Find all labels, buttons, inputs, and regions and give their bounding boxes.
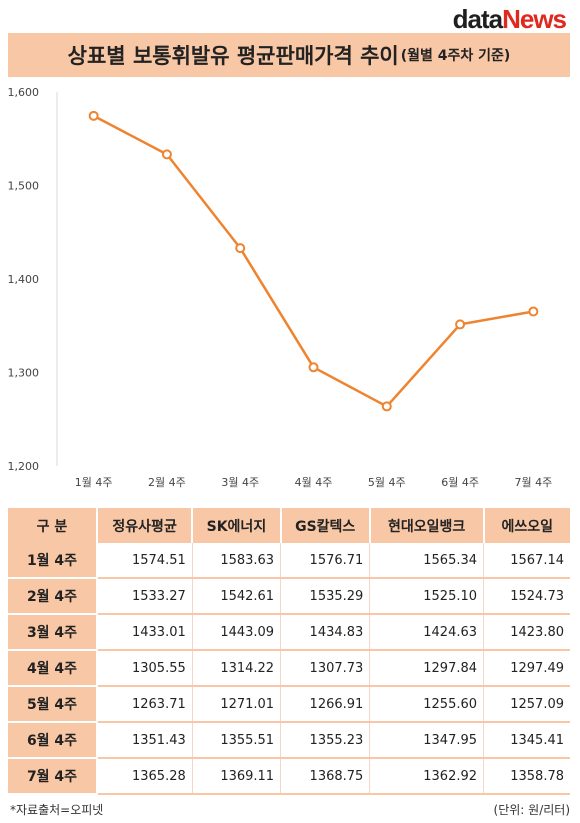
table-row: 6월 4주 1351.43 1355.51 1355.23 1347.95 13… [8,722,570,759]
table-row: 5월 4주 1263.71 1271.01 1266.91 1255.60 12… [8,686,570,723]
table-cell: 1257.09 [483,686,570,723]
data-point [235,243,246,254]
table-cell: 1351.43 [97,722,193,759]
header-hyundai-oilbank: 현대오일뱅크 [369,508,485,543]
table-cell: 1355.51 [192,722,282,759]
table-cell: 1314.22 [192,650,282,687]
table-cell: 1535.29 [280,578,371,615]
table-cell: 1362.92 [369,758,485,795]
header-sk-energy: SK에너지 [192,508,282,543]
table-row: 7월 4주 1365.28 1369.11 1368.75 1362.92 13… [8,758,570,795]
row-label: 6월 4주 [8,722,98,759]
data-point [161,149,172,160]
x-tick-label: 3월 4주 [221,476,259,489]
x-tick-label: 7월 4주 [514,476,552,489]
table-cell: 1297.84 [369,650,485,687]
table-cell: 1365.28 [97,758,193,795]
table-cell: 1355.23 [280,722,371,759]
table-cell: 1368.75 [280,758,371,795]
row-label: 2월 4주 [8,578,98,615]
table-cell: 1542.61 [192,578,282,615]
logo-part-data: data [452,4,503,34]
table-cell: 1583.63 [192,543,282,579]
chart-subtitle: (월별 4주차 기준) [400,48,511,64]
header-refiner-average: 정유사평균 [97,508,194,543]
data-point [455,319,466,330]
table-cell: 1297.49 [483,650,570,687]
logo-part-news: News [502,4,567,34]
y-tick-label: 1,300 [8,367,40,380]
datanews-logo: dataNews [452,4,567,34]
table-cell: 1424.63 [369,614,485,651]
y-tick-label: 1,500 [8,180,40,193]
table-cell: 1263.71 [97,686,193,723]
table-cell: 1524.73 [483,578,570,615]
table-cell: 1345.41 [483,722,570,759]
table-cell: 1565.34 [369,543,485,579]
x-tick-label: 5월 4주 [368,476,406,489]
table-cell: 1576.71 [280,543,371,579]
source-note: *자료출처=오피넷 [10,803,104,817]
data-point [88,110,99,121]
row-label: 3월 4주 [8,614,98,651]
table-row: 4월 4주 1305.55 1314.22 1307.73 1297.84 12… [8,650,570,687]
data-point [381,401,392,412]
header-category: 구 분 [8,508,98,543]
table-cell: 1567.14 [483,543,570,579]
table-cell: 1307.73 [280,650,371,687]
table-cell: 1574.51 [97,543,193,579]
table-cell: 1358.78 [483,758,570,795]
table-cell: 1347.95 [369,722,485,759]
row-label: 5월 4주 [8,686,98,723]
y-tick-label: 1,200 [8,460,40,473]
table-cell: 1271.01 [192,686,282,723]
data-point [528,306,539,317]
row-label: 7월 4주 [8,758,98,795]
table-cell: 1266.91 [280,686,371,723]
row-label: 4월 4주 [8,650,98,687]
table-cell: 1255.60 [369,686,485,723]
table-row: 2월 4주 1533.27 1542.61 1535.29 1525.10 15… [8,578,570,615]
title-banner: 상표별 보통휘발유 평균판매가격 추이 (월별 4주차 기준) [8,33,570,77]
data-point [308,362,319,373]
chart-title: 상표별 보통휘발유 평균판매가격 추이 [67,44,399,68]
unit-note: (단위: 원/리터) [493,803,570,817]
header-s-oil: 에쓰오일 [483,508,570,543]
x-tick-label: 6월 4주 [441,476,479,489]
price-table: 구 분 정유사평균 SK에너지 GS칼텍스 현대오일뱅크 에쓰오일 1월 4주 … [8,508,570,795]
table-cell: 1525.10 [369,578,485,615]
table-row: 3월 4주 1433.01 1443.09 1434.83 1424.63 14… [8,614,570,651]
table-cell: 1443.09 [192,614,282,651]
table-cell: 1533.27 [97,578,193,615]
table-cell: 1369.11 [192,758,282,795]
table-cell: 1433.01 [97,614,193,651]
table-cell: 1423.80 [483,614,570,651]
header-gs-caltex: GS칼텍스 [280,508,371,543]
table-cell: 1305.55 [97,650,193,687]
x-tick-label: 4월 4주 [295,476,333,489]
table-cell: 1434.83 [280,614,371,651]
table-row: 1월 4주 1574.51 1583.63 1576.71 1565.34 15… [8,543,570,579]
table-header-row: 구 분 정유사평균 SK에너지 GS칼텍스 현대오일뱅크 에쓰오일 [8,508,570,543]
y-tick-label: 1,400 [8,273,40,286]
line-chart: 1,200 1,300 1,400 1,500 1,600 1월 4주 2월 4주 3월 4주… [8,86,553,489]
x-tick-label: 1월 4주 [75,476,113,489]
row-label: 1월 4주 [8,543,98,579]
x-tick-label: 2월 4주 [148,476,186,489]
y-tick-label: 1,600 [8,86,40,99]
